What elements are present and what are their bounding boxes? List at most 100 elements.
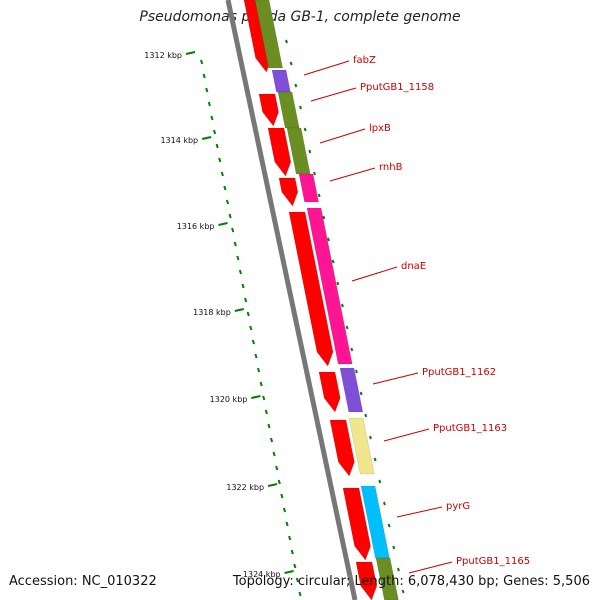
kbp-tick bbox=[284, 570, 294, 574]
gene-class-band bbox=[306, 207, 353, 365]
gc-tick bbox=[293, 563, 297, 569]
kbp-tick bbox=[251, 395, 261, 399]
outer-tick bbox=[308, 149, 312, 154]
gene-label: rnhB bbox=[379, 162, 403, 173]
gc-tick bbox=[264, 409, 268, 415]
gc-tick bbox=[254, 353, 258, 359]
gc-tick bbox=[277, 479, 281, 485]
gene-label: pyrG bbox=[446, 501, 470, 512]
gc-tick bbox=[231, 227, 235, 233]
gene-leader bbox=[408, 561, 453, 574]
outer-tick bbox=[336, 281, 340, 286]
gc-tick bbox=[244, 297, 248, 303]
cds-feature bbox=[288, 211, 334, 367]
map-title: Pseudomonas putida GB-1, complete genome bbox=[139, 9, 461, 25]
gene-class-band bbox=[348, 417, 375, 475]
gc-tick bbox=[251, 339, 255, 345]
gc-tick bbox=[249, 325, 253, 331]
kbp-label: 1320 kbp bbox=[210, 395, 248, 404]
backbone-line bbox=[225, 0, 358, 600]
outer-tick bbox=[355, 369, 358, 374]
gc-tick bbox=[267, 423, 271, 429]
gc-tick bbox=[285, 521, 289, 527]
gc-tick bbox=[275, 465, 279, 471]
gc-tick bbox=[262, 395, 266, 401]
gc-tick bbox=[290, 549, 294, 555]
outer-tick bbox=[396, 567, 400, 572]
outer-tick bbox=[313, 171, 316, 176]
gene-class-band bbox=[254, 0, 283, 69]
gene-class-band bbox=[339, 367, 364, 413]
gc-tick bbox=[233, 241, 237, 247]
kbp-tick bbox=[201, 136, 212, 140]
kbp-tick bbox=[234, 308, 245, 312]
accession-text: Accession: NC_010322 bbox=[9, 574, 157, 589]
gene-leader bbox=[351, 266, 398, 282]
gc-tick bbox=[200, 59, 204, 65]
gc-tick bbox=[215, 143, 219, 149]
outer-tick bbox=[327, 237, 330, 242]
outer-tick bbox=[373, 457, 377, 462]
outer-tick bbox=[378, 479, 382, 484]
gene-label: PputGB1_1165 bbox=[456, 556, 530, 567]
gc-tick bbox=[272, 451, 276, 457]
gc-tick bbox=[205, 87, 209, 93]
outer-tick bbox=[382, 501, 386, 506]
gc-tick bbox=[280, 493, 284, 499]
gene-label: lpxB bbox=[369, 123, 391, 134]
gc-tick bbox=[236, 255, 240, 261]
outer-tick bbox=[341, 303, 344, 308]
gc-tick bbox=[210, 115, 214, 121]
gc-tick bbox=[246, 311, 250, 317]
gc-tick bbox=[298, 591, 302, 597]
gene-class-band bbox=[298, 173, 319, 203]
gene-label: dnaE bbox=[401, 261, 426, 272]
outer-tick bbox=[303, 127, 307, 132]
outer-tick bbox=[294, 83, 298, 88]
cds-feature bbox=[318, 371, 341, 413]
outer-tick bbox=[401, 589, 405, 594]
kbp-tick bbox=[267, 483, 278, 487]
cds-feature bbox=[329, 419, 355, 477]
outer-tick bbox=[299, 105, 302, 110]
outer-tick bbox=[317, 193, 321, 198]
outer-tick bbox=[289, 61, 293, 66]
gene-leader bbox=[329, 167, 376, 182]
gc-tick bbox=[223, 185, 227, 191]
outer-tick bbox=[392, 545, 396, 550]
kbp-label: 1318 kbp bbox=[193, 308, 231, 317]
gc-tick bbox=[228, 213, 232, 219]
gene-class-band bbox=[277, 91, 300, 129]
kbp-label: 1316 kbp bbox=[177, 222, 215, 231]
kbp-tick bbox=[185, 51, 196, 55]
gene-leader bbox=[319, 128, 366, 144]
gc-tick bbox=[241, 283, 245, 289]
gc-tick bbox=[207, 101, 211, 107]
gc-tick bbox=[212, 129, 217, 135]
gene-class-band bbox=[271, 69, 291, 93]
gc-tick bbox=[295, 577, 299, 583]
gene-class-band bbox=[286, 127, 311, 175]
cds-feature bbox=[267, 127, 292, 177]
gc-tick bbox=[259, 381, 263, 387]
outer-tick bbox=[387, 523, 391, 528]
outer-tick bbox=[322, 215, 326, 220]
kbp-label: 1322 kbp bbox=[226, 483, 264, 492]
gc-tick bbox=[220, 171, 224, 177]
gene-label: fabZ bbox=[353, 55, 376, 66]
gc-tick bbox=[282, 507, 287, 513]
outer-tick bbox=[359, 391, 363, 396]
cds-feature bbox=[342, 487, 371, 561]
outer-tick bbox=[331, 259, 335, 264]
gene-class-band bbox=[375, 557, 399, 600]
cds-feature bbox=[278, 177, 299, 207]
cds-feature bbox=[355, 561, 378, 600]
outer-tick bbox=[364, 413, 368, 418]
gc-tick bbox=[218, 157, 222, 163]
gene-label: PputGB1_1163 bbox=[433, 423, 507, 434]
gc-tick bbox=[257, 367, 261, 373]
gene-label: PputGB1_1158 bbox=[360, 82, 434, 93]
gc-tick bbox=[269, 437, 274, 443]
gene-leader bbox=[396, 506, 443, 518]
